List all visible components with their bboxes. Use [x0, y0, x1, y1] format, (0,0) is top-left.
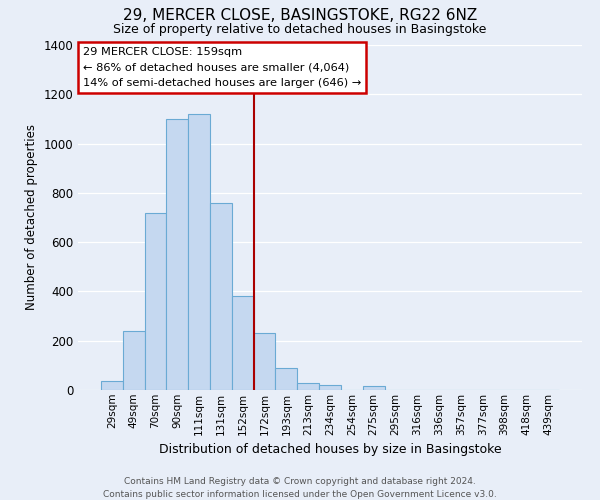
Bar: [101, 382, 123, 390]
X-axis label: Distribution of detached houses by size in Basingstoke: Distribution of detached houses by size …: [158, 443, 502, 456]
Text: 29, MERCER CLOSE, BASINGSTOKE, RG22 6NZ: 29, MERCER CLOSE, BASINGSTOKE, RG22 6NZ: [123, 8, 477, 22]
Bar: [275, 368, 297, 390]
Bar: [297, 382, 319, 390]
Text: 29 MERCER CLOSE: 159sqm
← 86% of detached houses are smaller (4,064)
14% of semi: 29 MERCER CLOSE: 159sqm ← 86% of detache…: [83, 46, 361, 88]
Bar: [210, 202, 232, 390]
Bar: [232, 296, 254, 390]
Bar: [319, 385, 341, 390]
Text: Contains HM Land Registry data © Crown copyright and database right 2024.
Contai: Contains HM Land Registry data © Crown c…: [103, 477, 497, 499]
Bar: [363, 386, 385, 390]
Text: Size of property relative to detached houses in Basingstoke: Size of property relative to detached ho…: [113, 22, 487, 36]
Bar: [166, 119, 188, 390]
Bar: [145, 212, 166, 390]
Bar: [188, 114, 210, 390]
Y-axis label: Number of detached properties: Number of detached properties: [25, 124, 38, 310]
Bar: [254, 334, 275, 390]
Bar: [123, 331, 145, 390]
